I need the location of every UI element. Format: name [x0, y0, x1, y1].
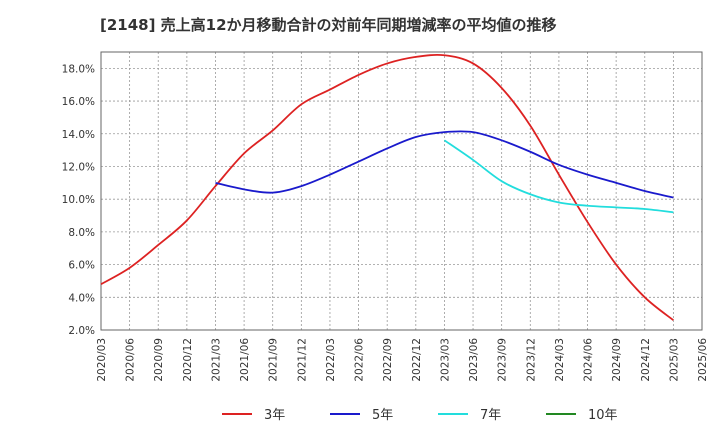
x-tick-label: 2020/06 — [125, 338, 137, 382]
x-tick-label: 2023/03 — [439, 338, 451, 382]
series-line-1 — [215, 130, 674, 199]
x-tick-label: 2022/12 — [411, 338, 423, 382]
legend-label-2: 7年 — [480, 408, 501, 423]
x-tick-label: 2022/06 — [354, 338, 366, 382]
x-tick-label: 2022/03 — [325, 338, 337, 382]
legend: 3年 5年 7年 10年 — [222, 408, 618, 423]
x-tick-label: 2021/09 — [268, 338, 280, 382]
x-tick-label: 2021/12 — [296, 338, 308, 382]
chart-title: [2148] 売上高12か月移動合計の対前年同期増減率の平均値の推移 — [100, 16, 557, 34]
y-tick-label: 12.0% — [62, 161, 95, 173]
x-tick-label: 2024/03 — [554, 338, 566, 382]
y-tick-label: 16.0% — [62, 96, 95, 108]
x-tick-label: 2021/03 — [210, 338, 222, 382]
x-tick-label: 2025/06 — [697, 338, 709, 382]
y-tick-label: 14.0% — [62, 129, 95, 141]
x-tick-label: 2022/09 — [382, 338, 394, 382]
x-tick-label: 2023/12 — [525, 338, 537, 382]
x-tick-label: 2023/06 — [468, 338, 480, 382]
y-tick-label: 2.0% — [68, 325, 95, 337]
series-lines — [100, 53, 674, 321]
plot-frame — [100, 51, 703, 331]
y-tick-label: 4.0% — [68, 292, 95, 304]
plot-area — [101, 52, 702, 330]
series-line-0 — [100, 53, 674, 321]
x-tick-label: 2024/09 — [611, 338, 623, 382]
y-tick-label: 10.0% — [62, 194, 95, 206]
legend-label-3: 10年 — [588, 408, 618, 423]
y-tick-label: 18.0% — [62, 63, 95, 75]
axes: 2.0% 4.0% 6.0% 8.0% 10.0% 12.0% 14.0% 16.0% 18.0… — [62, 51, 709, 382]
y-tick-label: 6.0% — [68, 260, 95, 272]
x-tick-label: 2024/12 — [640, 338, 652, 382]
x-tick-label: 2023/09 — [497, 338, 509, 382]
x-tick-label: 2024/06 — [583, 338, 595, 382]
x-tick-label: 2021/06 — [239, 338, 251, 382]
x-tick-label: 2025/03 — [668, 338, 680, 382]
legend-label-1: 5年 — [372, 408, 393, 423]
y-tick-label: 8.0% — [68, 227, 95, 239]
x-tick-label: 2020/03 — [96, 338, 108, 382]
x-tick-label: 2020/12 — [182, 338, 194, 382]
legend-label-0: 3年 — [264, 408, 285, 423]
series-line-2 — [443, 139, 674, 214]
x-tick-label: 2020/09 — [153, 338, 165, 382]
